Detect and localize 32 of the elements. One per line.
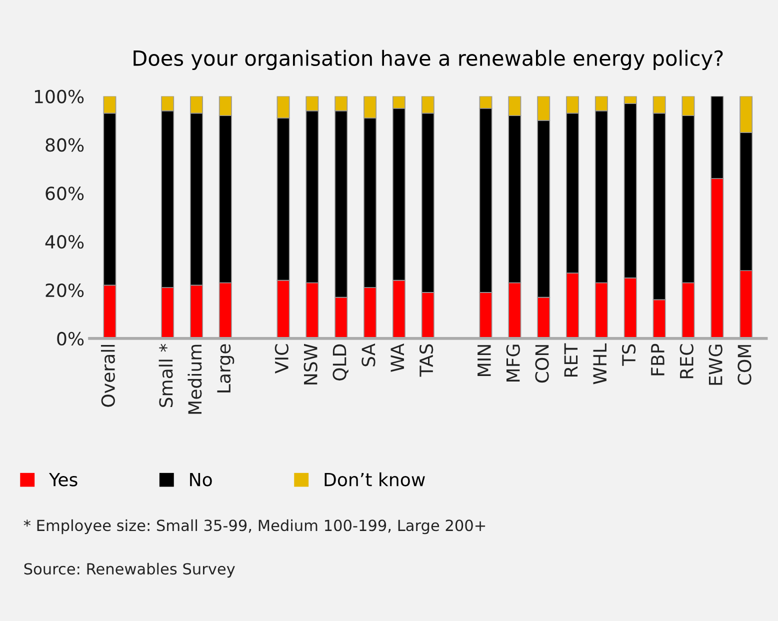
x-tick-label: NSW bbox=[304, 344, 318, 384]
x-tick-label: WHL bbox=[593, 343, 606, 384]
x-tick-label: EWG bbox=[708, 344, 722, 385]
x-tick-label: CON bbox=[535, 345, 549, 383]
x-tick-label: MFG bbox=[506, 344, 520, 382]
x-tick-label: COM bbox=[738, 345, 752, 385]
y-tick-label: 20% bbox=[46, 283, 84, 298]
y-tick-label: 80% bbox=[46, 138, 84, 152]
x-tick-label: TS bbox=[622, 344, 636, 366]
x-tick-label: VIC bbox=[274, 344, 289, 374]
x-tick-label: QLD bbox=[332, 344, 348, 380]
x-tick-label: REC bbox=[680, 344, 694, 378]
y-tick-label: 100% bbox=[34, 90, 84, 104]
x-tick-label: Large bbox=[217, 344, 234, 392]
x-tick-label: RET bbox=[564, 343, 578, 377]
x-tick-label: FBP bbox=[651, 344, 664, 376]
legend-label: Yes bbox=[48, 472, 78, 486]
x-tick-label: Small * bbox=[158, 344, 173, 408]
x-tick-label: Medium bbox=[188, 344, 202, 414]
y-tick-label: 60% bbox=[46, 186, 84, 200]
x-tick-label: TAS bbox=[419, 344, 434, 377]
text: * Employee size: Small 35-99, Medium 100-199, Large 200+ bbox=[24, 519, 486, 534]
y-tick-label: 40% bbox=[45, 235, 84, 249]
x-tick-label: MIN bbox=[478, 345, 491, 376]
y-tick-label: 0% bbox=[57, 332, 84, 346]
x-tick-label: Overall bbox=[100, 345, 115, 407]
legend-label: Don’t know bbox=[324, 472, 425, 486]
legend-label: No bbox=[190, 472, 212, 486]
source-note: Source: Renewables Survey bbox=[24, 562, 235, 578]
x-tick-label: SA bbox=[362, 343, 376, 366]
chart-title: Does your organisation have a renewable energy policy? bbox=[134, 50, 723, 70]
x-tick-label: WA bbox=[390, 343, 404, 372]
